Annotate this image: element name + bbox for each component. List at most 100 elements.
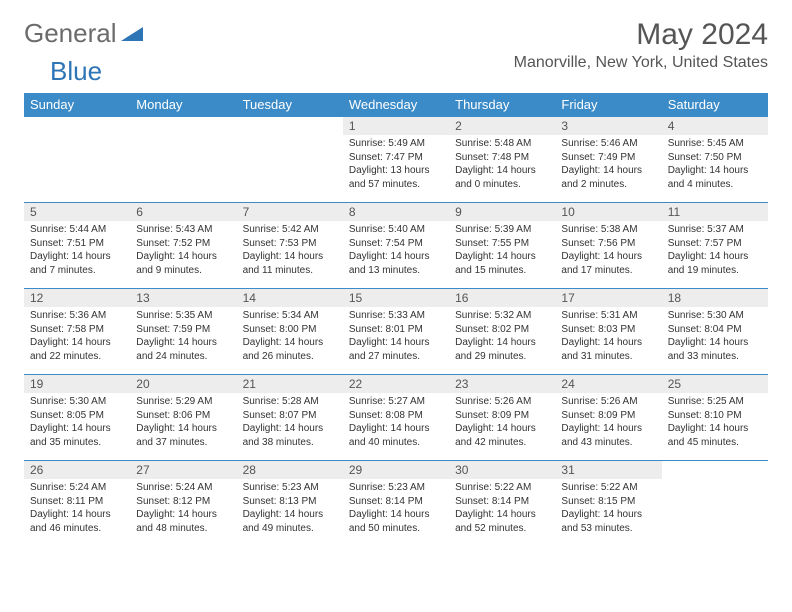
weekday-header: Monday (130, 93, 236, 117)
title-block: May 2024 Manorville, New York, United St… (514, 18, 768, 72)
logo-triangle-icon (121, 25, 143, 43)
sunset-text: Sunset: 8:12 PM (136, 495, 230, 509)
sunrise-text: Sunrise: 5:34 AM (243, 309, 337, 323)
day-number: 1 (343, 117, 449, 135)
daylight-text: Daylight: 14 hours and 27 minutes. (349, 336, 443, 363)
day-body: Sunrise: 5:23 AMSunset: 8:14 PMDaylight:… (343, 479, 449, 539)
daylight-text: Daylight: 14 hours and 53 minutes. (561, 508, 655, 535)
daylight-text: Daylight: 14 hours and 13 minutes. (349, 250, 443, 277)
calendar-day-cell: 4Sunrise: 5:45 AMSunset: 7:50 PMDaylight… (662, 117, 768, 203)
calendar-day-cell: 3Sunrise: 5:46 AMSunset: 7:49 PMDaylight… (555, 117, 661, 203)
sunrise-text: Sunrise: 5:49 AM (349, 137, 443, 151)
calendar-day-cell: 1Sunrise: 5:49 AMSunset: 7:47 PMDaylight… (343, 117, 449, 203)
sunrise-text: Sunrise: 5:38 AM (561, 223, 655, 237)
calendar-day-cell (662, 461, 768, 547)
sunrise-text: Sunrise: 5:28 AM (243, 395, 337, 409)
sunset-text: Sunset: 8:05 PM (30, 409, 124, 423)
sunrise-text: Sunrise: 5:27 AM (349, 395, 443, 409)
calendar-week-row: 5Sunrise: 5:44 AMSunset: 7:51 PMDaylight… (24, 203, 768, 289)
calendar-day-cell: 7Sunrise: 5:42 AMSunset: 7:53 PMDaylight… (237, 203, 343, 289)
day-number: 18 (662, 289, 768, 307)
day-number: 22 (343, 375, 449, 393)
day-body: Sunrise: 5:28 AMSunset: 8:07 PMDaylight:… (237, 393, 343, 453)
sunrise-text: Sunrise: 5:48 AM (455, 137, 549, 151)
day-body: Sunrise: 5:38 AMSunset: 7:56 PMDaylight:… (555, 221, 661, 281)
day-body: Sunrise: 5:29 AMSunset: 8:06 PMDaylight:… (130, 393, 236, 453)
day-number: 21 (237, 375, 343, 393)
daylight-text: Daylight: 14 hours and 35 minutes. (30, 422, 124, 449)
day-number: 28 (237, 461, 343, 479)
sunset-text: Sunset: 7:49 PM (561, 151, 655, 165)
daylight-text: Daylight: 14 hours and 45 minutes. (668, 422, 762, 449)
day-body: Sunrise: 5:22 AMSunset: 8:14 PMDaylight:… (449, 479, 555, 539)
day-body: Sunrise: 5:27 AMSunset: 8:08 PMDaylight:… (343, 393, 449, 453)
weekday-header: Friday (555, 93, 661, 117)
sunrise-text: Sunrise: 5:35 AM (136, 309, 230, 323)
day-body: Sunrise: 5:49 AMSunset: 7:47 PMDaylight:… (343, 135, 449, 195)
day-number: 19 (24, 375, 130, 393)
day-body: Sunrise: 5:31 AMSunset: 8:03 PMDaylight:… (555, 307, 661, 367)
daylight-text: Daylight: 14 hours and 11 minutes. (243, 250, 337, 277)
sunset-text: Sunset: 8:08 PM (349, 409, 443, 423)
sunset-text: Sunset: 7:47 PM (349, 151, 443, 165)
calendar-week-row: 19Sunrise: 5:30 AMSunset: 8:05 PMDayligh… (24, 375, 768, 461)
location-label: Manorville, New York, United States (514, 54, 768, 72)
calendar-table: Sunday Monday Tuesday Wednesday Thursday… (24, 93, 768, 547)
calendar-day-cell (237, 117, 343, 203)
daylight-text: Daylight: 14 hours and 52 minutes. (455, 508, 549, 535)
day-number: 7 (237, 203, 343, 221)
sunrise-text: Sunrise: 5:45 AM (668, 137, 762, 151)
sunset-text: Sunset: 8:13 PM (243, 495, 337, 509)
sunset-text: Sunset: 8:14 PM (349, 495, 443, 509)
calendar-week-row: 12Sunrise: 5:36 AMSunset: 7:58 PMDayligh… (24, 289, 768, 375)
calendar-day-cell: 29Sunrise: 5:23 AMSunset: 8:14 PMDayligh… (343, 461, 449, 547)
calendar-day-cell: 8Sunrise: 5:40 AMSunset: 7:54 PMDaylight… (343, 203, 449, 289)
calendar-day-cell: 13Sunrise: 5:35 AMSunset: 7:59 PMDayligh… (130, 289, 236, 375)
day-number: 29 (343, 461, 449, 479)
calendar-day-cell: 24Sunrise: 5:26 AMSunset: 8:09 PMDayligh… (555, 375, 661, 461)
sunset-text: Sunset: 7:55 PM (455, 237, 549, 251)
sunset-text: Sunset: 8:03 PM (561, 323, 655, 337)
sunrise-text: Sunrise: 5:22 AM (561, 481, 655, 495)
calendar-day-cell: 19Sunrise: 5:30 AMSunset: 8:05 PMDayligh… (24, 375, 130, 461)
day-body: Sunrise: 5:25 AMSunset: 8:10 PMDaylight:… (662, 393, 768, 453)
logo-text-general: General (24, 18, 117, 49)
day-number: 24 (555, 375, 661, 393)
sunrise-text: Sunrise: 5:39 AM (455, 223, 549, 237)
sunset-text: Sunset: 8:06 PM (136, 409, 230, 423)
sunrise-text: Sunrise: 5:29 AM (136, 395, 230, 409)
calendar-day-cell: 18Sunrise: 5:30 AMSunset: 8:04 PMDayligh… (662, 289, 768, 375)
sunrise-text: Sunrise: 5:30 AM (668, 309, 762, 323)
sunrise-text: Sunrise: 5:36 AM (30, 309, 124, 323)
daylight-text: Daylight: 14 hours and 46 minutes. (30, 508, 124, 535)
calendar-day-cell: 5Sunrise: 5:44 AMSunset: 7:51 PMDaylight… (24, 203, 130, 289)
logo: General (24, 18, 143, 49)
day-body: Sunrise: 5:39 AMSunset: 7:55 PMDaylight:… (449, 221, 555, 281)
day-number: 26 (24, 461, 130, 479)
day-number: 25 (662, 375, 768, 393)
day-number: 4 (662, 117, 768, 135)
sunrise-text: Sunrise: 5:43 AM (136, 223, 230, 237)
sunrise-text: Sunrise: 5:37 AM (668, 223, 762, 237)
calendar-day-cell: 6Sunrise: 5:43 AMSunset: 7:52 PMDaylight… (130, 203, 236, 289)
sunset-text: Sunset: 8:04 PM (668, 323, 762, 337)
day-body: Sunrise: 5:34 AMSunset: 8:00 PMDaylight:… (237, 307, 343, 367)
weekday-header: Tuesday (237, 93, 343, 117)
sunset-text: Sunset: 7:57 PM (668, 237, 762, 251)
sunrise-text: Sunrise: 5:33 AM (349, 309, 443, 323)
sunset-text: Sunset: 7:54 PM (349, 237, 443, 251)
sunrise-text: Sunrise: 5:32 AM (455, 309, 549, 323)
weekday-header-row: Sunday Monday Tuesday Wednesday Thursday… (24, 93, 768, 117)
weekday-header: Sunday (24, 93, 130, 117)
day-number: 31 (555, 461, 661, 479)
sunrise-text: Sunrise: 5:23 AM (243, 481, 337, 495)
sunset-text: Sunset: 7:58 PM (30, 323, 124, 337)
calendar-week-row: 26Sunrise: 5:24 AMSunset: 8:11 PMDayligh… (24, 461, 768, 547)
day-number: 3 (555, 117, 661, 135)
sunrise-text: Sunrise: 5:22 AM (455, 481, 549, 495)
calendar-day-cell: 30Sunrise: 5:22 AMSunset: 8:14 PMDayligh… (449, 461, 555, 547)
day-body: Sunrise: 5:45 AMSunset: 7:50 PMDaylight:… (662, 135, 768, 195)
daylight-text: Daylight: 14 hours and 24 minutes. (136, 336, 230, 363)
day-body: Sunrise: 5:24 AMSunset: 8:12 PMDaylight:… (130, 479, 236, 539)
day-body: Sunrise: 5:46 AMSunset: 7:49 PMDaylight:… (555, 135, 661, 195)
